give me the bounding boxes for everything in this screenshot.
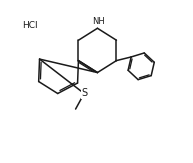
Text: S: S <box>81 89 87 98</box>
Text: HCl: HCl <box>22 21 38 30</box>
Text: NH: NH <box>93 17 105 26</box>
